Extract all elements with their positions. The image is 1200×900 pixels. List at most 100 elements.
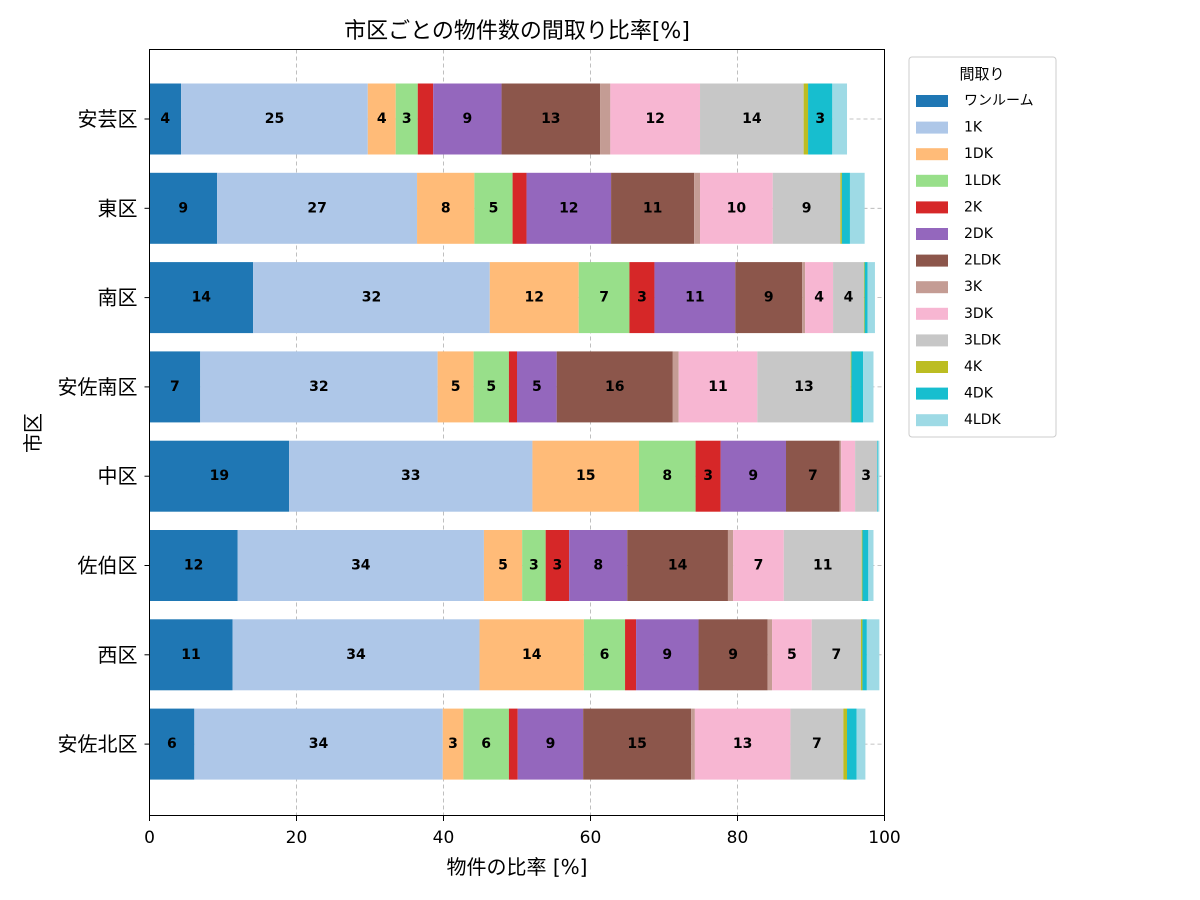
bar-segment	[508, 708, 518, 780]
bar-segment	[556, 351, 673, 423]
legend-swatch	[916, 387, 948, 400]
chart-title: 市区ごとの物件数の間取り比率[%]	[344, 19, 690, 44]
bar-segment	[489, 262, 579, 334]
data-label: 5	[532, 379, 542, 395]
data-label: 19	[210, 468, 229, 484]
bar-segment	[862, 619, 867, 691]
bar-segment	[654, 262, 736, 334]
bar-segment	[512, 172, 527, 244]
bar-segment	[501, 83, 601, 155]
bar-segment	[479, 619, 584, 691]
data-label: 8	[662, 468, 672, 484]
data-label: 14	[192, 290, 212, 306]
bar-segment	[727, 530, 734, 601]
data-label: 11	[708, 379, 727, 395]
data-label: 5	[498, 558, 508, 574]
data-label: 7	[599, 290, 609, 306]
y-tick-label: 南区	[98, 286, 138, 310]
bar-segment	[864, 262, 868, 334]
bar-segment	[578, 262, 630, 334]
bar-segment	[803, 83, 809, 155]
bar-segment	[700, 172, 773, 244]
bar-segment	[840, 172, 842, 244]
bar-segment	[517, 351, 557, 423]
legend-frame	[908, 56, 1057, 438]
data-label: 8	[593, 558, 603, 574]
bar-segment	[805, 262, 834, 334]
legend-swatch	[916, 307, 948, 320]
data-label: 34	[351, 558, 371, 574]
bar-segment	[627, 530, 728, 601]
bar-segment	[583, 708, 692, 780]
bar-segment	[532, 440, 640, 512]
data-label: 3	[402, 111, 412, 127]
data-label: 11	[685, 290, 704, 306]
data-label: 9	[662, 647, 672, 663]
data-label: 14	[668, 558, 688, 574]
bar-segment	[545, 530, 570, 601]
bar-segment	[700, 83, 804, 155]
data-label: 7	[831, 647, 841, 663]
bar-segment	[733, 530, 784, 601]
legend-label: 1LDK	[964, 173, 1001, 189]
y-tick-label: 佐伯区	[78, 554, 138, 578]
data-label: 4	[814, 290, 824, 306]
data-label: 3	[703, 468, 713, 484]
bar-segment	[625, 619, 637, 691]
bar-segment	[695, 440, 721, 512]
bar-segment	[437, 351, 474, 423]
bar-segment	[442, 708, 464, 780]
bar-segment	[850, 351, 852, 423]
y-tick-label: 西区	[98, 643, 138, 667]
legend-swatch	[916, 281, 948, 294]
bar-segment	[843, 708, 848, 780]
data-label: 4	[377, 111, 387, 127]
x-axis-label: 物件の比率 [%]	[447, 855, 588, 879]
bar-segment	[473, 351, 509, 423]
data-label: 11	[813, 558, 832, 574]
bar-segment	[861, 530, 863, 601]
bar-segment	[868, 530, 874, 601]
bar-segment	[772, 172, 841, 244]
legend-swatch	[916, 334, 948, 347]
bar-segment	[720, 440, 787, 512]
bar-segment	[517, 708, 584, 780]
bar-segment	[735, 262, 803, 334]
data-label: 8	[441, 200, 451, 216]
bar-segment	[367, 83, 396, 155]
bar-segment	[149, 262, 254, 334]
data-label: 32	[362, 290, 381, 306]
bar-segment	[786, 440, 840, 512]
bar-segment	[841, 440, 856, 512]
data-label: 25	[265, 111, 284, 127]
legend-swatch	[916, 228, 948, 240]
data-label: 5	[787, 647, 797, 663]
bar-segment	[808, 83, 833, 155]
legend-label: 3DK	[964, 306, 994, 322]
bar-segment	[433, 83, 502, 155]
data-label: 9	[546, 736, 556, 752]
bar-segment	[862, 530, 869, 601]
bar-segment	[833, 262, 864, 334]
bar-segment	[149, 351, 201, 423]
legend-title: 間取り	[959, 65, 1004, 83]
data-label: 15	[576, 468, 595, 484]
data-label: 27	[307, 200, 326, 216]
x-ticks: 0 20 40 60 80 100	[144, 815, 901, 848]
data-label: 9	[463, 111, 473, 127]
bar-segment	[583, 619, 626, 691]
bar-segment	[863, 262, 865, 334]
x-tick-label: 0	[144, 828, 155, 848]
legend-label: 2K	[964, 199, 983, 215]
data-label: 34	[346, 647, 366, 663]
data-label: 32	[309, 379, 328, 395]
data-label: 33	[401, 468, 420, 484]
data-label: 13	[541, 111, 560, 127]
data-label: 3	[815, 111, 825, 127]
bar-segment	[181, 83, 368, 155]
data-label: 12	[645, 111, 664, 127]
data-label: 9	[748, 468, 758, 484]
bar-segment	[767, 619, 773, 691]
data-label: 7	[812, 736, 822, 752]
